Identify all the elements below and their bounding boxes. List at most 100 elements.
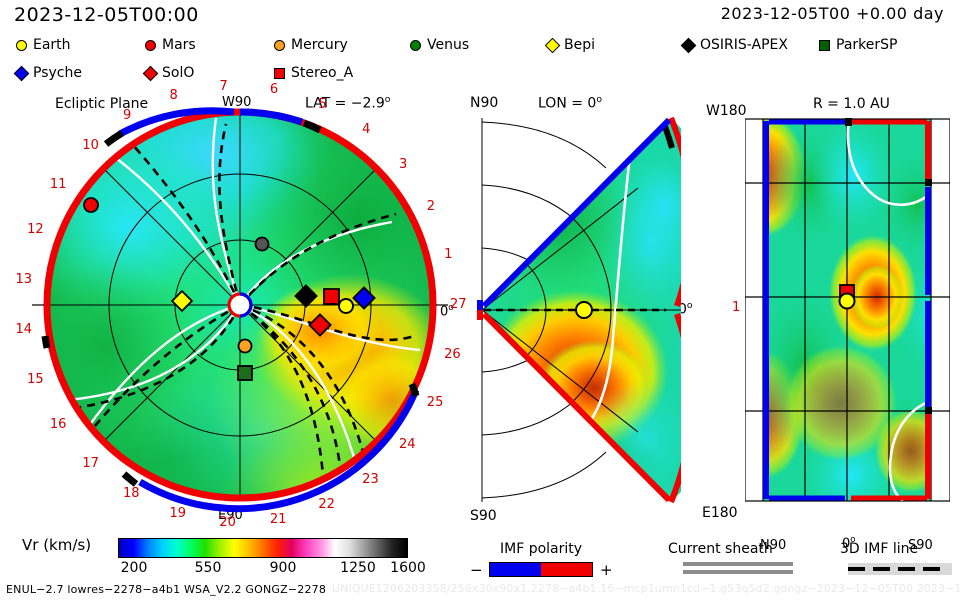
colorbar-tick: 1250 [340,560,376,576]
legend-label: Mars [162,37,196,53]
ecliptic-tick-1: 1 [444,246,453,262]
legend-item-earth: Earth [14,38,71,52]
shell-w180-label: W180 [706,103,747,119]
degree-symbol: o [384,94,391,105]
legend-item-mercury: Mercury [272,38,348,52]
colorbar-ticks: 200 550 900 1250 1600 [112,560,426,576]
meridional-n90-label: N90 [470,95,499,111]
shell-body-markers [838,284,856,310]
legend-item-stereo-a: Stereo_A [272,66,353,80]
ecliptic-body-markers [83,197,376,381]
ecliptic-tick-21: 21 [269,511,287,527]
imf-polarity-title: IMF polarity [500,541,583,557]
constant-radius-shell-plot [745,118,950,502]
colorbar-tick: 200 [120,560,148,576]
osiris-apex-marker-icon [680,37,696,53]
ecliptic-tick-11: 11 [49,177,67,193]
earth-marker-icon[interactable] [575,301,593,319]
ecliptic-plane-plot [32,107,448,513]
shell-radius-title: R = 1.0 AU [813,96,890,112]
imf-3d-line-swatch [848,563,952,575]
parkersp-marker-icon[interactable] [237,365,253,381]
legend-label: Psyche [33,65,82,81]
imf-polarity-ring [41,107,437,513]
legend-item-mars: Mars [143,38,196,52]
zero-value: 0 [678,301,687,318]
current-sheath-title: Current sheath [668,541,773,557]
ecliptic-tick-27: 27 [450,297,467,312]
ecliptic-panel-title: Ecliptic Plane [55,96,149,112]
imf-polarity-swatch [489,562,593,577]
zero-value: 0 [440,304,449,320]
ecliptic-tick-23: 23 [362,471,379,487]
stereo-a-marker-icon [272,67,286,79]
ecliptic-zero-label: 0o [440,303,454,319]
degree-symbol: o [850,535,856,545]
ecliptic-tick-13: 13 [15,271,33,287]
ecliptic-tick-18: 18 [123,485,140,501]
ecliptic-tick-16: 16 [49,416,67,432]
current-sheath-swatch [683,562,793,576]
meridional-wedge-edges [477,117,672,503]
zero-value: 0 [842,536,851,552]
longitude-label: LON = 0o [538,94,602,112]
earth-marker-icon[interactable] [338,298,354,314]
ecliptic-tick-12: 12 [27,222,44,238]
stereo-a-marker-icon[interactable] [323,288,340,305]
sun-marker-icon [227,292,253,318]
latitude-value: LAT = −2.9 [305,95,385,112]
legend-label: Stereo_A [291,65,354,81]
imf-positive-swatch [541,563,592,576]
ecliptic-tick-10: 10 [82,138,99,154]
meridional-zero-label: 0o [678,300,693,318]
shell-e180-label: E180 [702,505,738,521]
legend-item-bepi: Bepi [544,37,595,53]
ecliptic-tick-4: 4 [362,122,371,138]
colorbar-tick: 900 [269,560,297,576]
colorbar-tick: 1600 [390,560,426,576]
legend-item-parkersp: ParkerSP [817,38,897,52]
ecliptic-tick-3: 3 [398,156,408,172]
mars-marker-icon [143,39,157,51]
legend-label: ParkerSP [836,37,898,53]
ecliptic-tick-17: 17 [82,455,99,471]
ecliptic-tick-19: 19 [169,505,187,521]
ecliptic-tick-26: 26 [444,347,461,363]
mercury-marker-icon[interactable] [237,338,253,354]
imf-plus-label: + [600,561,613,579]
colorbar-tick: 550 [194,560,222,576]
epoch-title: 2023-12-05T00 +0.00 day [720,4,944,23]
mars-marker-icon[interactable] [83,197,99,213]
legend-label: Mercury [291,37,348,53]
ecliptic-tick-25: 25 [426,394,444,410]
shell-ytick-1: 1 [732,300,741,315]
imf-3d-line-title: 3D IMF line [840,541,919,557]
earth-marker-icon [14,39,28,51]
colorbar-gradient [118,538,408,558]
ecliptic-tick-5: 5 [318,96,327,112]
meridional-slice-plot [477,116,681,504]
ecliptic-w90-label: W90 [222,95,252,110]
bepi-marker-icon[interactable] [170,289,194,313]
shell-polarity-edges [763,118,932,501]
solo-marker-icon[interactable] [308,313,332,337]
mercury-marker-icon [272,39,286,51]
ecliptic-tick-14: 14 [15,322,33,338]
bepi-marker-icon [544,37,560,53]
legend-item-solo: SolO [142,65,194,81]
venus-marker-icon[interactable] [254,236,270,252]
osiris-apex-marker-icon[interactable] [294,284,318,308]
ecliptic-tick-8: 8 [169,88,178,104]
ecliptic-tick-24: 24 [398,437,416,453]
shell-current-sheath [846,119,931,501]
imf-negative-swatch [490,563,541,576]
colorbar-label: Vr (km/s) [22,536,92,554]
ecliptic-tick-9: 9 [123,108,132,124]
earth-marker-icon[interactable] [838,292,856,310]
shell-xtick-n90: N90 [760,538,787,553]
ecliptic-tick-6: 6 [269,82,279,98]
legend-item-venus: Venus [408,38,469,52]
watermark-text: UNIQUE1206203358/256x30x90x1.2278−a4b1.1… [332,582,960,595]
psyche-marker-icon[interactable] [352,286,376,310]
parkersp-marker-icon [817,39,831,51]
